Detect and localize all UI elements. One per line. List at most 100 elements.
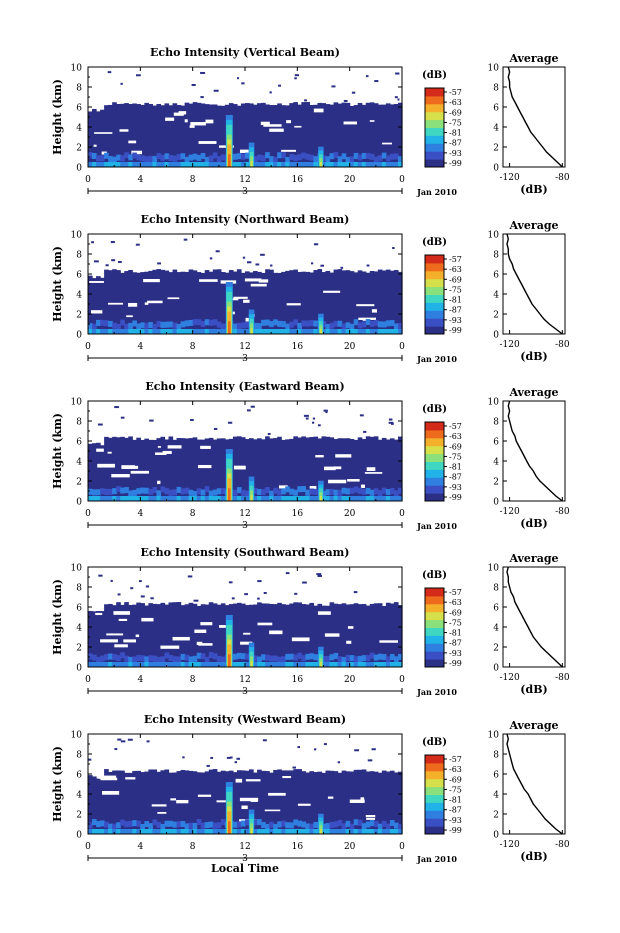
heatmap-cell [365, 821, 371, 828]
heatmap-cell [100, 655, 105, 662]
heatmap-gap [125, 777, 136, 780]
heatmap-cell [164, 652, 170, 659]
heatmap-cell [337, 604, 343, 667]
heatmap-cell [397, 322, 403, 329]
heatmap-cell [365, 75, 369, 78]
heatmap-cell [365, 272, 371, 334]
heatmap-cell [204, 771, 210, 834]
heatmap-cell [281, 271, 286, 334]
heatmap-cell [269, 105, 274, 167]
heatmap-cell [120, 162, 125, 167]
heatmap-cell [265, 319, 270, 326]
heatmap-cell [313, 821, 319, 828]
heatmap-cell [255, 263, 260, 266]
heatmap-cell [156, 662, 162, 667]
heatmap-cell [88, 758, 92, 761]
heatmap-cell [313, 436, 319, 501]
heatmap-cell [253, 439, 258, 501]
heatmap-cell [369, 603, 375, 667]
heatmap-cell [309, 104, 315, 167]
heatmap-cell [176, 829, 182, 834]
heatmap-gap [347, 626, 354, 629]
heatmap-cell [253, 662, 258, 667]
heatmap-cell [349, 662, 355, 667]
heatmap-cell [381, 605, 387, 667]
colorbar-segment [425, 262, 444, 272]
heatmap-cell [212, 496, 218, 501]
heatmap-gap [198, 464, 212, 469]
heatmap-cell [180, 496, 186, 501]
x-tick-label: 12 [239, 842, 250, 852]
heatmap-cell [361, 162, 367, 167]
colorbar-segment [425, 159, 444, 168]
heatmap-cell [361, 496, 367, 501]
heatmap-cell [128, 322, 133, 329]
heatmap-cell [273, 823, 278, 830]
heatmap-cell [293, 769, 298, 834]
heatmap-cell [297, 829, 302, 834]
y-tick-label: 4 [76, 291, 82, 301]
heatmap-cell [244, 593, 248, 596]
heatmap-cell [345, 654, 351, 661]
heatmap-cell [160, 770, 166, 834]
heatmap-cell [245, 321, 250, 328]
heatmap-cell [124, 437, 129, 501]
colorbar-tick-label: -57 [449, 422, 462, 431]
heatmap-cell [92, 496, 97, 501]
heatmap-cell [333, 496, 339, 501]
heatmap-cell [297, 486, 302, 493]
y-tick-label: 10 [71, 64, 83, 74]
x-tick-label: 8 [190, 342, 196, 352]
heatmap-cell [164, 488, 170, 495]
heatmap-cell [345, 662, 351, 667]
heatmap-cell [337, 829, 343, 834]
date-label: Jan 2010 [416, 521, 457, 531]
heatmap-cell [193, 599, 199, 602]
heatmap-cell [152, 819, 158, 826]
heatmap-cell [277, 821, 282, 828]
heatmap-cell [140, 162, 145, 167]
heatmap-cell [285, 822, 290, 829]
heatmap-cell [132, 162, 137, 167]
heatmap-cell [341, 162, 347, 167]
average-y-tick-label: 8 [493, 584, 499, 594]
heatmap-cell [200, 662, 206, 667]
heatmap-cell [148, 329, 154, 334]
heatmap-cell [393, 496, 399, 501]
colorbar-tick-label: -99 [449, 493, 462, 502]
heatmap-cell [245, 490, 250, 497]
heatmap-cell [310, 262, 314, 265]
heatmap-cell [246, 409, 251, 412]
colorbar-segment [425, 437, 444, 447]
heatmap-cell [156, 771, 162, 834]
average-frame [502, 733, 566, 835]
heatmap-cell [240, 162, 246, 167]
heatmap-cell [273, 162, 278, 167]
heatmap-cell [220, 496, 226, 501]
heatmap-cell [393, 153, 399, 160]
heatmap-cell [361, 439, 367, 501]
heatmap-cell [92, 654, 97, 661]
heatmap-cell [305, 417, 309, 420]
heatmap-cell [184, 496, 190, 501]
heatmap-cell [96, 662, 101, 667]
heatmap-cell [172, 439, 178, 501]
heatmap-cell [341, 829, 347, 834]
heatmap-gap [107, 451, 112, 454]
heatmap-cell [116, 496, 121, 501]
heatmap-cell [357, 322, 363, 329]
heatmap-cell [96, 319, 101, 326]
heatmap-cell [216, 829, 222, 834]
heatmap-cell [135, 74, 141, 77]
heatmap-cell [333, 652, 339, 659]
heatmap-cell [309, 829, 315, 834]
colorbar-tick-label: -57 [449, 588, 462, 597]
average-title: Average [508, 52, 558, 65]
heatmap-cell [180, 271, 186, 334]
heatmap-cell [261, 770, 266, 834]
heatmap-cell [132, 103, 137, 167]
heatmap-cell [160, 602, 166, 667]
heatmap-cell [329, 829, 335, 834]
heatmap-cell [245, 496, 250, 501]
heatmap-cell [120, 487, 125, 494]
